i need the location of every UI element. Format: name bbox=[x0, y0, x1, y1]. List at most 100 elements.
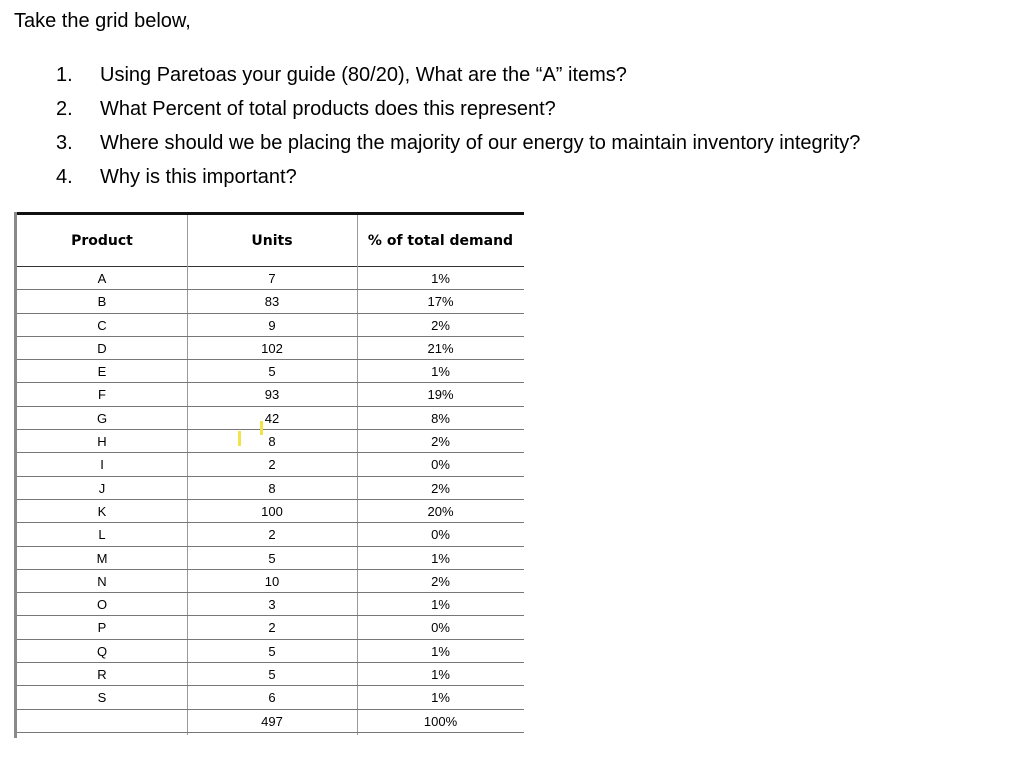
cell-product: D bbox=[97, 340, 107, 356]
cell-units: 497 bbox=[261, 713, 283, 729]
cell-units: 7 bbox=[268, 271, 276, 286]
table-row: C 9 2% bbox=[17, 314, 524, 337]
cell-product: E bbox=[97, 364, 107, 380]
question-item: 1. Using Paretoas your guide (80/20), Wha… bbox=[56, 58, 860, 92]
header-divider bbox=[17, 266, 524, 267]
cell-product: B bbox=[97, 294, 107, 310]
cell-units: 2 bbox=[268, 527, 276, 543]
demand-table: Product Units % of total demand A 7 1% B 83 1… bbox=[14, 212, 524, 738]
table-left-border bbox=[14, 212, 17, 738]
cell-pct-demand: 1% bbox=[431, 550, 450, 566]
table-row: E 5 1% bbox=[17, 360, 524, 384]
cell-units: 6 bbox=[268, 690, 276, 706]
question-text: Where should we be placing the majority … bbox=[100, 132, 861, 154]
table-row: L 2 0% bbox=[17, 523, 524, 547]
cell-units: 8 bbox=[268, 480, 276, 496]
table-body: A 7 1% B 83 17% C 9 2% D 102 21% E 5 1% F 93 19% G 42 8% H 8 2%… bbox=[17, 267, 524, 733]
intro-text: Take the grid below, bbox=[14, 10, 191, 32]
cell-pct-demand: 0% bbox=[431, 527, 450, 543]
question-number: 3. bbox=[56, 132, 73, 154]
cell-product: L bbox=[98, 527, 106, 543]
question-text: Why is this important? bbox=[100, 166, 297, 188]
cell-product bbox=[17, 710, 187, 732]
question-number: 1. bbox=[56, 64, 73, 86]
question-text: What Percent of total products does this… bbox=[100, 98, 556, 120]
cell-units: 2 bbox=[268, 457, 276, 473]
cell-units: 93 bbox=[264, 387, 280, 403]
cell-product: M bbox=[96, 550, 108, 566]
table-row: J 8 2% bbox=[17, 477, 524, 500]
table-row: I 2 0% bbox=[17, 453, 524, 477]
question-item: 3. Where should we be placing the majorit… bbox=[56, 126, 860, 160]
cell-pct-demand: 2% bbox=[431, 573, 450, 589]
cell-product: O bbox=[96, 597, 108, 613]
cell-pct-demand: 0% bbox=[431, 457, 450, 473]
cell-units: 100 bbox=[261, 503, 283, 519]
cell-product: J bbox=[98, 480, 106, 496]
highlight-mark bbox=[260, 421, 263, 435]
cell-units: 102 bbox=[261, 340, 283, 356]
cell-units: 83 bbox=[264, 294, 280, 310]
cell-pct-demand: 1% bbox=[431, 667, 450, 683]
cell-units: 42 bbox=[264, 410, 280, 426]
cell-product: Q bbox=[96, 643, 108, 659]
table-row: N 10 2% bbox=[17, 570, 524, 594]
table-row: A 7 1% bbox=[17, 267, 524, 291]
cell-product: N bbox=[97, 573, 107, 589]
cell-product: H bbox=[97, 434, 107, 450]
question-text: Using Paretoas your guide (80/20), What … bbox=[100, 64, 627, 86]
cell-units: 2 bbox=[268, 620, 276, 636]
cell-units: 8 bbox=[268, 434, 276, 450]
question-item: 4. Why is this important? bbox=[56, 160, 860, 194]
question-number: 2. bbox=[56, 98, 73, 120]
cell-pct-demand: 0% bbox=[431, 620, 450, 636]
cell-pct-demand: 1% bbox=[431, 271, 450, 286]
cell-product: F bbox=[98, 387, 106, 403]
cell-pct-demand: 1% bbox=[431, 364, 450, 380]
cell-pct-demand: 1% bbox=[431, 597, 450, 613]
table-top-border bbox=[17, 212, 524, 215]
column-divider bbox=[357, 215, 358, 735]
cell-pct-demand: 2% bbox=[431, 480, 450, 496]
cell-pct-demand: 8% bbox=[431, 410, 450, 426]
cell-pct-demand: 19% bbox=[427, 387, 454, 403]
cell-units: 5 bbox=[268, 364, 276, 380]
question-number: 4. bbox=[56, 166, 73, 188]
cell-pct-demand: 20% bbox=[427, 503, 454, 519]
cell-pct-demand: 17% bbox=[427, 294, 454, 310]
cell-product: A bbox=[97, 271, 107, 286]
cell-pct-demand: 21% bbox=[427, 340, 454, 356]
cell-product: P bbox=[97, 620, 107, 636]
table-row: D 102 21% bbox=[17, 337, 524, 361]
table-row: B 83 17% bbox=[17, 290, 524, 314]
cell-product: R bbox=[97, 667, 107, 683]
cell-product: G bbox=[96, 410, 108, 426]
table-row: O 3 1% bbox=[17, 593, 524, 617]
table-row: S 6 1% bbox=[17, 686, 524, 710]
header-units: Units bbox=[251, 233, 293, 249]
question-list: 1. Using Paretoas your guide (80/20), Wha… bbox=[56, 58, 860, 194]
table-row: M 5 1% bbox=[17, 547, 524, 570]
cell-units: 10 bbox=[264, 573, 280, 589]
cell-pct-demand: 100% bbox=[423, 713, 458, 729]
highlight-mark bbox=[238, 431, 241, 446]
cell-pct-demand: 2% bbox=[431, 317, 450, 333]
cell-units: 5 bbox=[268, 550, 276, 566]
table-row: Q 5 1% bbox=[17, 640, 524, 664]
cell-units: 5 bbox=[268, 667, 276, 683]
cell-pct-demand: 1% bbox=[431, 643, 450, 659]
table-row: G 42 8% bbox=[17, 407, 524, 431]
table-row: F 93 19% bbox=[17, 383, 524, 407]
table-row: P 2 0% bbox=[17, 616, 524, 640]
cell-product: S bbox=[97, 690, 107, 706]
table-header-row: Product Units % of total demand bbox=[17, 215, 524, 267]
cell-units: 5 bbox=[268, 643, 276, 659]
cell-product: I bbox=[100, 457, 104, 473]
column-divider bbox=[187, 215, 188, 735]
cell-pct-demand: 1% bbox=[431, 690, 450, 706]
table-row: K 100 20% bbox=[17, 500, 524, 524]
table-row: R 5 1% bbox=[17, 663, 524, 687]
table-row: H 8 2% bbox=[17, 430, 524, 454]
cell-product: C bbox=[97, 317, 107, 333]
header-pct-demand: % of total demand bbox=[367, 233, 514, 249]
